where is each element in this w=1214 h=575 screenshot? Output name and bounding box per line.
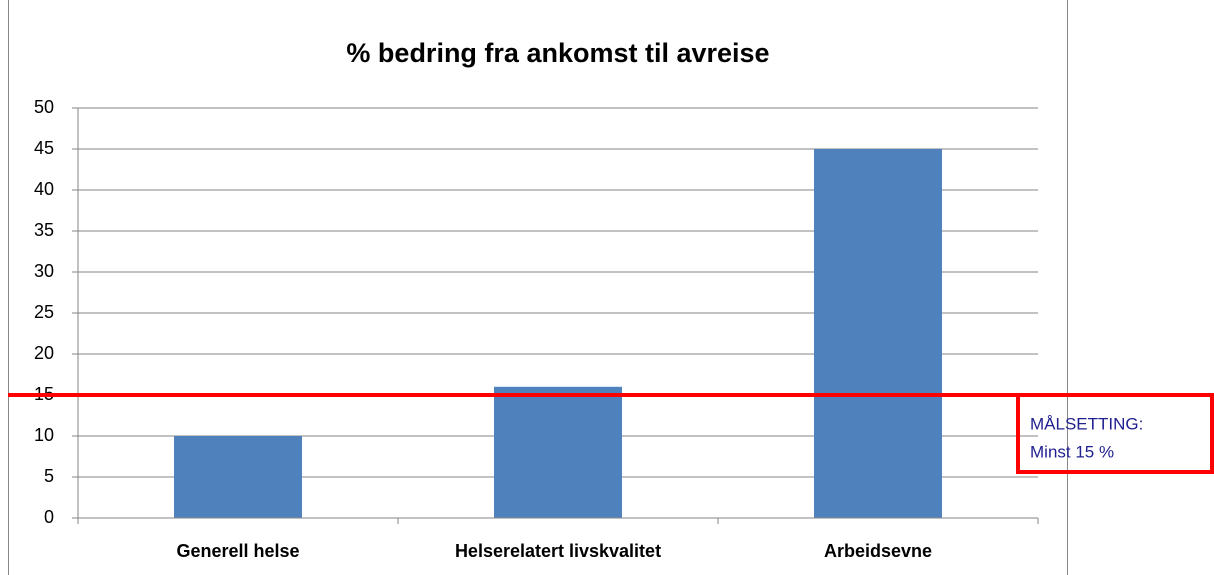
target-box bbox=[1016, 393, 1214, 474]
y-tick-label: 50 bbox=[34, 97, 54, 117]
bar bbox=[814, 149, 942, 518]
bar bbox=[494, 386, 622, 518]
y-tick-label: 40 bbox=[34, 179, 54, 199]
y-tick-label: 45 bbox=[34, 138, 54, 158]
y-tick-label: 10 bbox=[34, 425, 54, 445]
target-label: MÅLSETTING: bbox=[1030, 414, 1143, 433]
x-tick-label: Arbeidsevne bbox=[824, 541, 932, 561]
y-tick-label: 0 bbox=[44, 507, 54, 527]
target-label: Minst 15 % bbox=[1030, 442, 1114, 461]
y-tick-label: 20 bbox=[34, 343, 54, 363]
y-tick-label: 35 bbox=[34, 220, 54, 240]
y-tick-label: 25 bbox=[34, 302, 54, 322]
bar bbox=[174, 436, 302, 518]
y-tick-label: 5 bbox=[44, 466, 54, 486]
x-tick-label: Helserelatert livskvalitet bbox=[455, 541, 661, 561]
chart-title: % bedring fra ankomst til avreise bbox=[346, 38, 769, 68]
x-tick-label: Generell helse bbox=[176, 541, 299, 561]
y-tick-label: 30 bbox=[34, 261, 54, 281]
